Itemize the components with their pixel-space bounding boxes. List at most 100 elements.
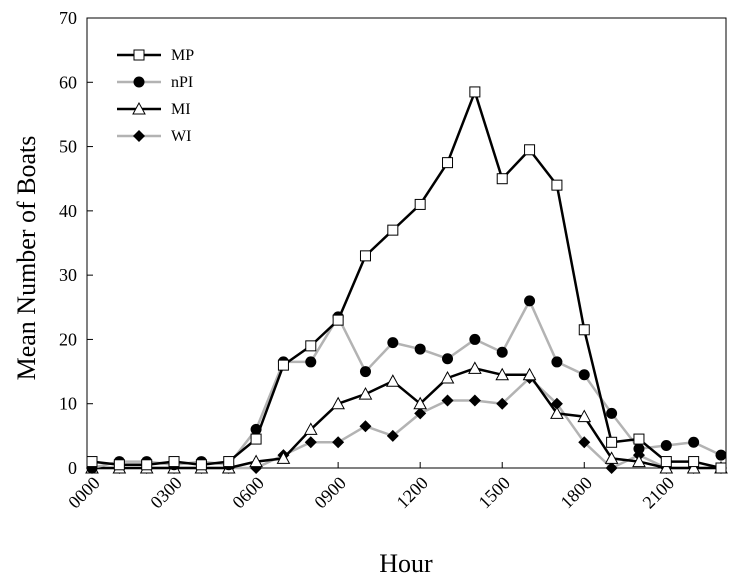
data-point-mp xyxy=(113,459,125,471)
data-point-mp xyxy=(414,198,426,210)
data-point-mi xyxy=(686,460,701,474)
y-tick-label: 70 xyxy=(59,8,77,28)
legend-marker xyxy=(133,130,145,142)
data-point-mp xyxy=(496,173,508,185)
legend-item-npi: nPI xyxy=(117,74,193,91)
data-point-mi xyxy=(577,409,592,423)
legend-label: MI xyxy=(171,101,191,118)
legend-label: nPI xyxy=(171,74,193,91)
data-point-mp xyxy=(141,459,153,471)
data-point-mp xyxy=(633,433,645,445)
data-point-mp xyxy=(524,144,536,156)
data-point-wi xyxy=(304,436,317,449)
series-layer xyxy=(85,86,728,474)
x-tick-label: 0600 xyxy=(228,473,268,513)
data-point-wi xyxy=(605,462,618,474)
data-point-mi xyxy=(303,422,318,435)
series-mi xyxy=(85,361,728,474)
data-point-npi xyxy=(688,436,700,448)
y-tick-label: 20 xyxy=(59,329,77,349)
series-line-mp xyxy=(91,90,722,470)
series-line-mi xyxy=(92,367,721,470)
series-npi xyxy=(86,295,727,474)
data-point-mp xyxy=(469,86,481,98)
data-point-mi xyxy=(358,387,373,400)
data-point-mp xyxy=(715,462,727,474)
series-mp xyxy=(86,86,727,474)
data-point-npi xyxy=(715,449,727,461)
data-point-mi xyxy=(413,396,428,410)
x-tick-label: 0900 xyxy=(310,473,350,513)
y-tick-label: 0 xyxy=(68,458,77,478)
legend-item-mp: MP xyxy=(117,47,194,64)
data-point-mp xyxy=(359,250,371,262)
data-point-wi xyxy=(468,394,481,407)
data-point-wi xyxy=(359,420,372,433)
series-line-npi xyxy=(91,299,722,470)
data-point-mp xyxy=(387,224,399,236)
data-point-mp xyxy=(442,157,454,169)
data-point-npi xyxy=(359,366,371,378)
data-point-npi xyxy=(305,356,317,368)
legend-marker xyxy=(132,101,146,115)
data-point-mp xyxy=(250,433,262,445)
plot-frame xyxy=(86,17,727,469)
data-point-wi xyxy=(332,436,345,449)
data-point-mi xyxy=(385,374,400,387)
data-point-wi xyxy=(441,394,454,407)
data-point-mi xyxy=(550,406,564,419)
data-point-wi xyxy=(578,436,591,449)
legend-marker xyxy=(133,76,145,88)
data-point-mp xyxy=(223,456,235,468)
data-point-mp xyxy=(606,436,618,448)
data-point-mp xyxy=(688,456,700,468)
data-point-mi xyxy=(440,370,455,384)
data-point-mi xyxy=(249,454,263,468)
x-tick-label: 1500 xyxy=(474,473,514,513)
data-point-mi xyxy=(632,454,646,468)
series-wi xyxy=(86,372,727,474)
y-tick-label: 40 xyxy=(59,201,77,221)
data-point-npi xyxy=(551,356,563,368)
data-point-wi xyxy=(414,407,427,420)
chart-legend: MP nPI MI WI xyxy=(117,47,194,145)
y-tick-label: 10 xyxy=(59,394,77,414)
data-point-npi xyxy=(660,440,672,451)
data-point-mp xyxy=(578,324,590,336)
data-point-mp xyxy=(332,314,344,326)
data-point-mi xyxy=(604,451,619,464)
x-tick-label: 0300 xyxy=(146,473,186,513)
data-point-npi xyxy=(387,337,399,349)
x-tick-label: 1200 xyxy=(392,473,432,513)
data-point-mp xyxy=(168,456,180,468)
data-point-mi xyxy=(276,451,291,464)
y-tick-label: 30 xyxy=(59,265,77,285)
data-point-npi xyxy=(469,333,481,345)
y-tick-label: 50 xyxy=(59,137,77,157)
data-point-mp xyxy=(86,456,98,468)
data-point-wi xyxy=(550,397,563,410)
data-point-wi xyxy=(386,429,399,442)
data-point-npi xyxy=(633,443,645,455)
legend-item-mi: MI xyxy=(117,101,191,118)
y-axis-title: Mean Number of Boats xyxy=(12,136,41,381)
x-tick-label: 0000 xyxy=(64,473,104,513)
legend-item-wi: WI xyxy=(117,128,191,145)
data-point-npi xyxy=(496,346,508,358)
data-point-mp xyxy=(277,359,289,371)
data-point-mp xyxy=(551,179,563,191)
x-axis-title: Hour xyxy=(379,549,433,578)
x-tick-label: 2100 xyxy=(639,473,679,513)
data-point-mp xyxy=(305,340,317,352)
data-point-npi xyxy=(414,343,426,355)
data-point-mi xyxy=(495,367,510,381)
data-point-mp xyxy=(195,459,207,471)
legend-label: WI xyxy=(171,128,191,145)
data-point-npi xyxy=(578,369,590,381)
data-point-mi xyxy=(659,460,674,474)
data-point-mi xyxy=(331,396,345,410)
data-point-mp xyxy=(660,456,672,468)
legend-label: MP xyxy=(171,47,194,64)
data-point-wi xyxy=(496,397,509,410)
